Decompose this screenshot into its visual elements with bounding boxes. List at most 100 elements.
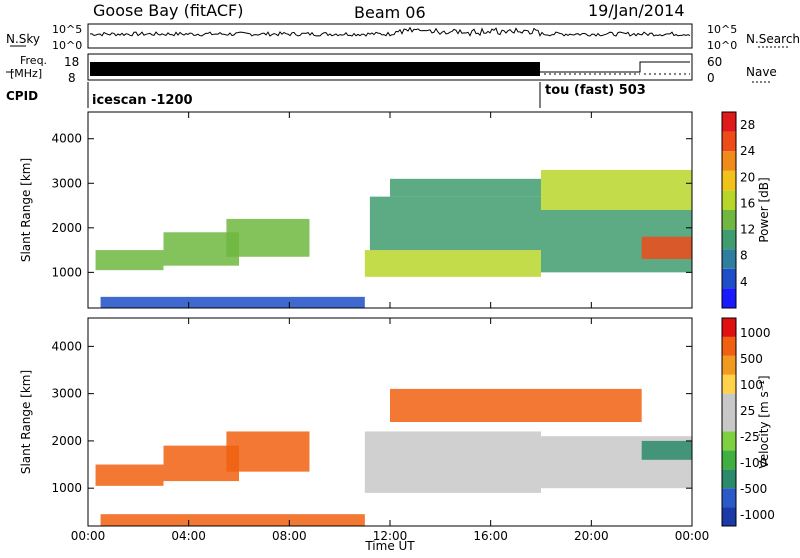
colorbar-seg-1-7	[722, 374, 736, 394]
colorbar-seg-0-4	[722, 210, 736, 230]
colorbar-tick-1-3: 25	[740, 404, 755, 418]
colorbar-tick-1-5: -100	[740, 456, 767, 470]
colorbar-seg-1-4	[722, 431, 736, 451]
velocity-yaxis: 1000 2000 3000 4000	[51, 339, 692, 495]
xtick-label-3: 12:00	[373, 529, 408, 543]
nsky-trace	[89, 26, 691, 37]
cpid-panel: CPID icescan -1200 tou (fast) 503	[6, 82, 646, 108]
freq-tick-bottom: 8	[68, 71, 76, 85]
ytick-label-1-2: 3000	[51, 387, 82, 401]
colorbar-seg-1-8	[722, 355, 736, 375]
freq-label: Freq.	[20, 54, 47, 67]
echo-region-0-3	[100, 296, 365, 308]
colorbar-seg-1-1	[722, 488, 736, 508]
nsearch-label: N.Search	[746, 32, 800, 46]
colorbar-seg-1-5	[722, 412, 736, 432]
colorbar-tick-0-1: 8	[740, 249, 748, 263]
power-ylabel: Slant Range [km]	[19, 158, 33, 262]
nsky-tick-top: 10^5	[52, 23, 82, 36]
ytick-label-0-0: 1000	[51, 265, 82, 279]
ytick-label-1-3: 4000	[51, 339, 82, 353]
nave-tick-bottom: 0	[707, 71, 715, 85]
echo-region-0-9	[541, 169, 692, 210]
nave-tick-top: 60	[707, 55, 722, 69]
ytick-label-1-1: 2000	[51, 434, 82, 448]
colorbar-seg-0-8	[722, 131, 736, 152]
xtick-label-6: 00:00	[675, 529, 710, 543]
echo-region-1-7	[641, 440, 692, 460]
ytick-label-0-3: 4000	[51, 132, 82, 146]
colorbar-seg-0-5	[722, 190, 736, 210]
echo-region-1-0	[95, 464, 164, 486]
velocity-panel: 1000 2000 3000 4000 Slant Range [km] 1000 50…	[19, 317, 775, 527]
colorbar-seg-0-6	[722, 170, 736, 191]
colorbar-frame-0	[721, 111, 737, 309]
colorbar-seg-0-2	[722, 249, 736, 269]
colorbar-seg-1-6	[722, 393, 736, 413]
cpid-segment-1: icescan -1200	[92, 93, 193, 108]
cpid-segment-2: tou (fast) 503	[545, 83, 646, 98]
colorbar-tick-0-0: 4	[740, 275, 748, 289]
nsky-panel: N.Sky 10^5 10^0 10^5 10^0 N.Search	[6, 23, 800, 52]
power-cells	[95, 169, 692, 308]
velocity-colorbar-label: Velocity [m s⁻¹]	[757, 375, 771, 468]
colorbar-seg-1-2	[722, 469, 736, 489]
nsky-tick-bottom: 10^0	[52, 39, 82, 52]
colorbar-seg-1-0	[722, 507, 736, 526]
ytick-label-0-1: 2000	[51, 221, 82, 235]
colorbar-seg-0-3	[722, 229, 736, 250]
colorbar-tick-0-2: 12	[740, 223, 755, 237]
freq-trace-late	[540, 61, 690, 73]
power-colorbar: 4 8 12 16 20 24 28	[721, 111, 755, 309]
xtick-label-4: 16:00	[473, 529, 508, 543]
echo-region-0-2	[226, 218, 310, 257]
freq-unit: [MHz]	[10, 67, 42, 80]
colorbar-tick-1-7: -1000	[740, 508, 775, 522]
echo-region-0-8	[641, 236, 692, 259]
colorbar-seg-0-1	[722, 268, 736, 289]
xtick-label-1: 04:00	[171, 529, 206, 543]
power-yaxis: 1000 2000 3000 4000	[51, 132, 692, 279]
nsky-label: N.Sky	[6, 32, 40, 46]
echo-region-1-4	[364, 431, 541, 493]
freq-frame	[87, 53, 693, 81]
nsearch-tick-top: 10^5	[707, 23, 737, 36]
ytick-label-1-0: 1000	[51, 481, 82, 495]
date-title: 19/Jan/2014	[588, 1, 685, 20]
station-title: Goose Bay (fitACF)	[93, 1, 243, 20]
ytick-label-0-2: 3000	[51, 176, 82, 190]
colorbar-tick-1-2: 100	[740, 378, 763, 392]
xtick-label-0: 00:00	[71, 529, 106, 543]
xtick-label-5: 20:00	[574, 529, 609, 543]
echo-region-1-5	[390, 388, 541, 422]
colorbar-tick-0-4: 20	[740, 170, 755, 184]
colorbar-tick-0-5: 24	[740, 144, 755, 158]
cpid-label: CPID	[6, 89, 38, 103]
freq-panel: Freq. [MHz] 18 8 60 0 Nave	[6, 53, 777, 85]
colorbar-seg-0-7	[722, 151, 736, 171]
colorbar-tick-1-6: -500	[740, 482, 767, 496]
echo-region-1-3	[100, 514, 365, 526]
echo-region-1-8	[541, 388, 642, 422]
freq-trace	[90, 62, 540, 76]
time-axis: 00:00 04:00 08:00 12:00 16:00 20:00 00:00	[71, 112, 710, 543]
echo-region-0-4	[364, 250, 541, 277]
echo-region-0-6	[390, 178, 541, 197]
freq-tick-top: 18	[64, 55, 79, 69]
xtick-label-2: 08:00	[272, 529, 307, 543]
time-axis-label: Time UT	[364, 539, 415, 553]
colorbar-seg-0-0	[722, 288, 736, 308]
colorbar-frame-1	[721, 317, 737, 527]
colorbar-tick-1-4: -25	[740, 430, 760, 444]
nave-label: Nave	[746, 65, 777, 79]
colorbar-seg-0-9	[722, 112, 736, 132]
nsky-frame	[87, 23, 693, 49]
colorbar-seg-1-9	[722, 336, 736, 356]
nsearch-tick-bottom: 10^0	[707, 39, 737, 52]
colorbar-tick-0-6: 28	[740, 118, 755, 132]
colorbar-seg-1-10	[722, 318, 736, 337]
velocity-colorbar: 1000 500 100 25 -25 -100 -500 -1000	[721, 317, 775, 527]
beam-title: Beam 06	[354, 3, 426, 22]
colorbar-seg-1-3	[722, 450, 736, 470]
